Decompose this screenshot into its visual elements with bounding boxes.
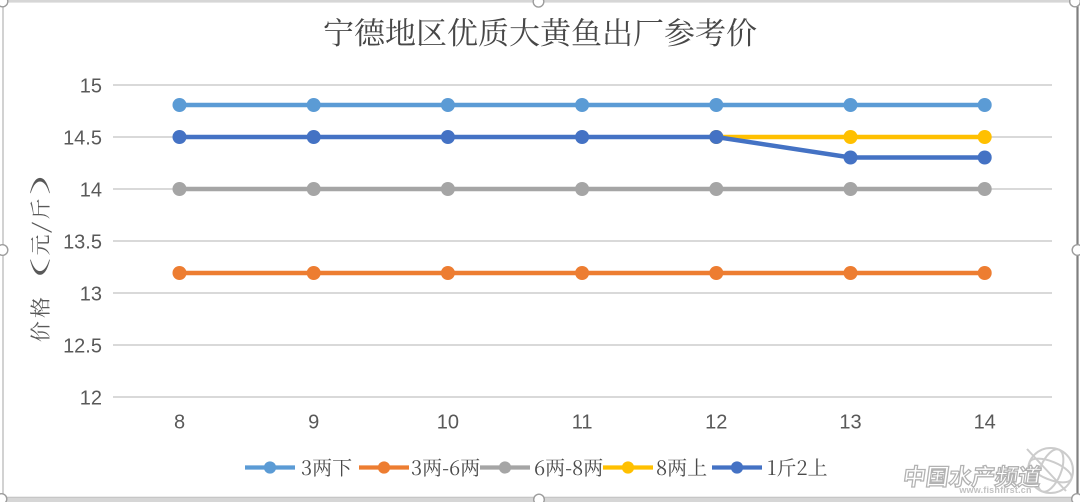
svg-text:11: 11: [572, 412, 593, 434]
svg-text:8: 8: [174, 412, 185, 434]
svg-text:12: 12: [80, 387, 102, 409]
svg-text:10: 10: [437, 412, 459, 434]
svg-text:13: 13: [80, 283, 102, 305]
svg-text:14.5: 14.5: [63, 127, 102, 149]
svg-text:www.fishfirst.cn: www.fishfirst.cn: [958, 485, 1031, 495]
svg-text:15: 15: [80, 75, 102, 97]
svg-text:12: 12: [705, 412, 727, 434]
svg-text:13.5: 13.5: [63, 231, 102, 253]
svg-text:13: 13: [839, 412, 861, 434]
svg-text:14: 14: [974, 412, 996, 434]
svg-text:12.5: 12.5: [63, 335, 102, 357]
svg-text:14: 14: [80, 179, 102, 201]
svg-text:9: 9: [308, 412, 319, 434]
